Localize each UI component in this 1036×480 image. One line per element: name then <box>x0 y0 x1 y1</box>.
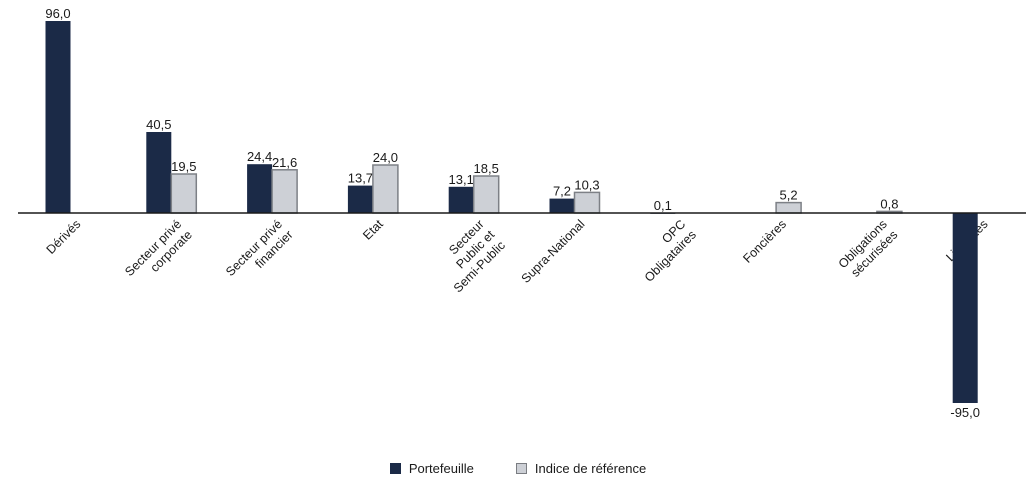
legend-item-indice: Indice de référence <box>515 459 647 477</box>
data-label-indice-de-reference-secteur-prive-corporate: 19,5 <box>171 159 196 174</box>
data-label-portefeuille-derives: 96,0 <box>45 6 70 21</box>
category-label-secteur-public-et-semi-public: SecteurPublic etSemi-Public <box>430 217 509 296</box>
bar-chart: LiquiditésObligationssécuriséesFoncières… <box>18 6 1026 420</box>
legend-label-portefeuille: Portefeuille <box>408 460 474 476</box>
legend-item-portefeuille: Portefeuille <box>389 459 474 477</box>
category-label-secteur-prive-corporate: Secteur privécorporate <box>122 217 195 290</box>
bar-indice-de-reference-foncieres <box>775 201 802 214</box>
data-label-indice-de-reference-obligations-securisees: 0,8 <box>880 196 898 211</box>
data-label-portefeuille-opc-obligataires: 0,1 <box>654 198 672 213</box>
bar-indice-de-reference-secteur-prive-corporate <box>170 173 198 214</box>
category-label-etat: Etat <box>360 217 386 243</box>
legend-swatch-indice <box>515 462 527 474</box>
data-label-indice-de-reference-supra-national: 10,3 <box>574 177 599 192</box>
legend-label-indice: Indice de référence <box>534 460 647 476</box>
bar-indice-de-reference-secteur-public-et-semi-public <box>472 175 500 214</box>
bar-portefeuille-secteur-public-et-semi-public <box>448 186 474 213</box>
category-label-foncieres: Foncières <box>740 217 789 266</box>
data-label-portefeuille-secteur-prive-financier: 24,4 <box>247 149 272 164</box>
data-label-portefeuille-secteur-public-et-semi-public: 13,1 <box>449 172 474 187</box>
data-label-indice-de-reference-foncieres: 5,2 <box>780 188 798 203</box>
bar-portefeuille-secteur-prive-corporate <box>146 132 172 213</box>
bar-portefeuille-liquidites <box>952 213 978 403</box>
category-label-opc-obligataires: OPCObligataires <box>631 217 699 285</box>
legend-swatch-portefeuille <box>389 462 401 474</box>
bar-portefeuille-derives <box>45 21 71 213</box>
bar-indice-de-reference-etat <box>372 164 399 214</box>
legend: Portefeuille Indice de référence <box>0 459 1036 477</box>
category-label-supra-national: Supra-National <box>519 217 588 286</box>
bar-portefeuille-secteur-prive-financier <box>247 164 273 213</box>
category-label-secteur-prive-financier: Secteur privéfinancier <box>223 217 296 290</box>
bar-indice-de-reference-secteur-prive-financier <box>271 169 298 214</box>
category-label-obligations-securisees: Obligationssécurisées <box>836 217 901 282</box>
category-label-derives: Dérivés <box>44 217 84 257</box>
data-label-portefeuille-etat: 13,7 <box>348 171 373 186</box>
data-label-indice-de-reference-secteur-public-et-semi-public: 18,5 <box>474 161 499 176</box>
data-label-portefeuille-supra-national: 7,2 <box>553 184 571 199</box>
bar-portefeuille-supra-national <box>549 198 575 213</box>
data-label-indice-de-reference-etat: 24,0 <box>373 150 398 165</box>
data-label-portefeuille-liquidites: -95,0 <box>950 405 980 420</box>
data-label-indice-de-reference-secteur-prive-financier: 21,6 <box>272 155 297 170</box>
data-label-portefeuille-secteur-prive-corporate: 40,5 <box>146 117 171 132</box>
bar-indice-de-reference-supra-national <box>573 191 601 214</box>
bar-portefeuille-etat <box>347 185 373 213</box>
